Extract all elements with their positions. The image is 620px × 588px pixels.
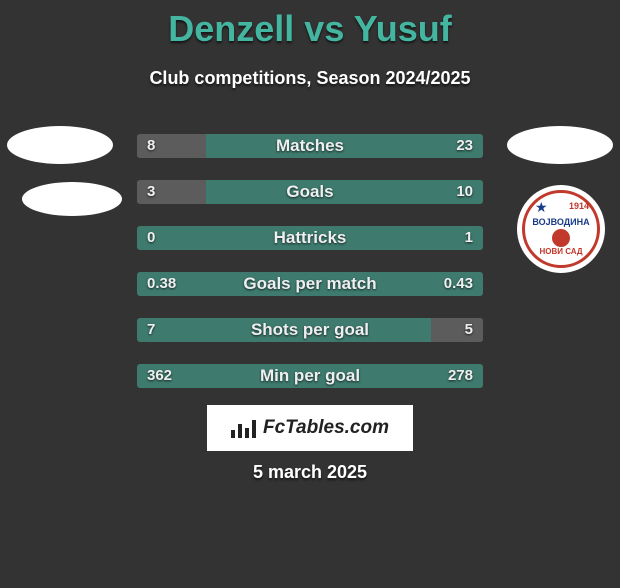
- stat-row: 01Hattricks: [137, 226, 483, 250]
- player1-avatar-oval-1: [7, 126, 113, 164]
- stat-row: 0.380.43Goals per match: [137, 272, 483, 296]
- club-badge: ★ 1914 ВОЈВОДИНА НОВИ САД: [517, 185, 605, 273]
- stat-row: 823Matches: [137, 134, 483, 158]
- page-title: Denzell vs Yusuf: [0, 8, 620, 50]
- date-text: 5 march 2025: [0, 462, 620, 483]
- branding-banner: FcTables.com: [207, 405, 413, 451]
- player2-avatar-oval: [507, 126, 613, 164]
- stat-row: 310Goals: [137, 180, 483, 204]
- stat-label: Matches: [137, 134, 483, 158]
- club-badge-ring: ★ 1914 ВОЈВОДИНА НОВИ САД: [522, 190, 600, 268]
- page-subtitle: Club competitions, Season 2024/2025: [0, 68, 620, 89]
- stat-row: 75Shots per goal: [137, 318, 483, 342]
- club-badge-year: 1914: [569, 201, 589, 211]
- player1-avatar-oval-2: [22, 182, 122, 216]
- stat-label: Goals per match: [137, 272, 483, 296]
- stat-label: Goals: [137, 180, 483, 204]
- stat-bars: 823Matches 310Goals 01Hattricks 0.380.43Goa…: [137, 134, 483, 410]
- stat-label: Shots per goal: [137, 318, 483, 342]
- stat-label: Min per goal: [137, 364, 483, 388]
- ball-icon: [552, 229, 570, 247]
- stat-label: Hattricks: [137, 226, 483, 250]
- club-badge-city: НОВИ САД: [525, 247, 597, 256]
- chart-icon: [231, 418, 257, 438]
- stat-row: 362278Min per goal: [137, 364, 483, 388]
- star-icon: ★: [535, 199, 548, 216]
- branding-text: FcTables.com: [263, 417, 389, 439]
- club-badge-name: ВОЈВОДИНА: [525, 217, 597, 227]
